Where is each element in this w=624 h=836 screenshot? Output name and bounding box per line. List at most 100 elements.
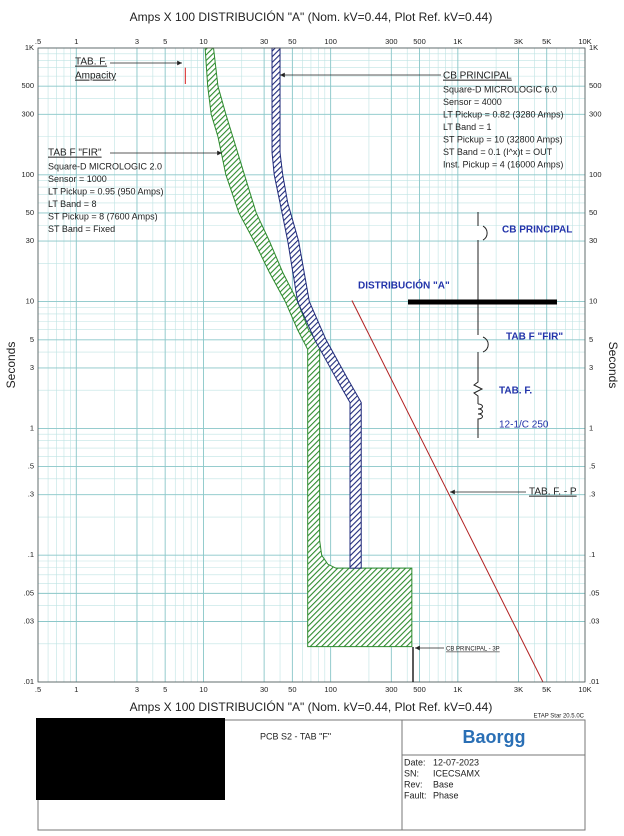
y-tick-label: 5 <box>30 335 34 344</box>
x-tick-label: 1K <box>453 37 462 46</box>
x-tick-label: 500 <box>413 685 426 694</box>
annotation-title: TAB. F. - P <box>529 487 577 498</box>
x-tick-label: 10 <box>199 37 207 46</box>
y-tick-label: 3 <box>589 363 593 372</box>
annotation-line: Sensor = 1000 <box>48 174 107 184</box>
y-tick-label: .1 <box>589 550 595 559</box>
annotation-line: ST Pickup = 8 (7600 Amps) <box>48 211 158 221</box>
annotation-line: Ampacity <box>75 71 116 82</box>
y-tick-label: 1 <box>589 423 593 432</box>
x-tick-label: 100 <box>324 37 337 46</box>
annotations: TAB. F. Ampacity CB PRINCIPAL Square-D MICR… <box>48 57 577 653</box>
annotation-title: CB PRINCIPAL - 3P <box>446 647 500 653</box>
y-tick-label: .3 <box>589 490 595 499</box>
y-tick-label: .01 <box>24 677 34 686</box>
marks <box>184 47 544 683</box>
y-tick-label: 10 <box>589 297 597 306</box>
y-tick-label: 1 <box>30 423 34 432</box>
y-tick-label: .03 <box>589 616 599 625</box>
x-tick-label: 5 <box>163 37 167 46</box>
software: ETAP Star 20.5.0C <box>534 714 585 720</box>
x-tick-label: 5K <box>542 37 551 46</box>
one-line-label: TAB F "FIR" <box>506 332 563 343</box>
annotation-line: LT Pickup = 0.95 (950 Amps) <box>48 186 163 196</box>
y-tick-label: .1 <box>28 550 34 559</box>
field-label: Fault: <box>404 790 427 800</box>
y-tick-label: .01 <box>589 677 599 686</box>
x-tick-label: 5 <box>163 685 167 694</box>
annotation-line: LT Pickup = 0.82 (3280 Amps) <box>443 109 564 119</box>
x-tick-label: 50 <box>288 685 296 694</box>
field-value: 12-07-2023 <box>433 757 479 767</box>
x-tick-label: .5 <box>35 685 41 694</box>
y-tick-label: 500 <box>589 81 602 90</box>
x-tick-label: 30 <box>260 685 268 694</box>
y-tick-label: 5 <box>589 335 593 344</box>
project: PCB S2 - TAB "F" <box>260 731 331 741</box>
x-tick-label: 10K <box>578 685 591 694</box>
y-tick-label: 100 <box>589 170 602 179</box>
annotation-line: ST Band = Fixed <box>48 224 115 234</box>
y-tick-label: 100 <box>21 170 34 179</box>
y-tick-label: 1K <box>25 43 34 52</box>
y-tick-label: .3 <box>28 490 34 499</box>
x-tick-label: 10K <box>578 37 591 46</box>
annotation-title: TAB. F. <box>75 57 107 68</box>
y-tick-label: .05 <box>589 588 599 597</box>
y-axis-title: Seconds <box>4 342 18 389</box>
annotation-title: CB PRINCIPAL <box>443 71 512 82</box>
field-label: Rev: <box>404 779 423 789</box>
one-line-label: DISTRIBUCIÓN "A" <box>358 279 450 292</box>
title-block: ETAP Star 20.5.0C PCB S2 - TAB "F" Baorg… <box>36 714 586 831</box>
x-tick-label: 300 <box>385 685 398 694</box>
curve <box>351 300 544 683</box>
y-tick-label: 1K <box>589 43 598 52</box>
cable <box>473 352 484 438</box>
breaker <box>482 336 489 353</box>
x-tick-label: 500 <box>413 37 426 46</box>
company: Baorgg <box>463 727 526 747</box>
band <box>271 47 362 569</box>
x-axis-title: Amps X 100 DISTRIBUCIÓN "A" (Nom. kV=0.4… <box>130 9 493 24</box>
breaker <box>482 225 488 241</box>
field-value: Phase <box>433 790 459 800</box>
field-value: ICECSAMX <box>433 768 480 778</box>
y-tick-label: 300 <box>589 109 602 118</box>
x-axis-title: Amps X 100 DISTRIBUCIÓN "A" (Nom. kV=0.4… <box>130 699 493 714</box>
one-line-label: TAB. F. <box>499 386 532 397</box>
y-tick-label: .5 <box>589 462 595 471</box>
x-tick-label: 3K <box>514 37 523 46</box>
annotation-line: Square-D MICROLOGIC 2.0 <box>48 161 162 171</box>
y-tick-label: 30 <box>589 236 597 245</box>
y-axis-title: Seconds <box>606 342 620 389</box>
x-tick-label: 30 <box>260 37 268 46</box>
x-tick-label: 10 <box>199 685 207 694</box>
y-tick-label: 50 <box>26 208 34 217</box>
annotation-line: ST Band = 0.1 (I^x)t = OUT <box>443 147 553 157</box>
annotation-line: Sensor = 4000 <box>443 97 502 107</box>
field-label: SN: <box>404 768 419 778</box>
band <box>204 47 413 648</box>
annotation-line: LT Band = 8 <box>48 199 96 209</box>
x-tick-label: 50 <box>288 37 296 46</box>
annotation-line: ST Pickup = 10 (32800 Amps) <box>443 134 563 144</box>
field-label: Date: <box>404 757 426 767</box>
y-tick-label: 50 <box>589 208 597 217</box>
y-tick-label: .5 <box>28 462 34 471</box>
annotation-line: LT Band = 1 <box>443 122 491 132</box>
x-tick-label: .5 <box>35 37 41 46</box>
x-tick-label: 1 <box>74 37 78 46</box>
y-tick-label: 10 <box>26 297 34 306</box>
logo-box <box>401 719 586 756</box>
x-tick-label: 3 <box>135 685 139 694</box>
x-tick-label: 1 <box>74 685 78 694</box>
y-tick-label: 3 <box>30 363 34 372</box>
y-tick-label: .05 <box>24 588 34 597</box>
x-tick-label: 3K <box>514 685 523 694</box>
one-line-diagram: CB PRINCIPAL DISTRIBUCIÓN "A" TAB F "FIR… <box>358 212 572 438</box>
redaction <box>36 718 225 800</box>
annotation-line: Square-D MICROLOGIC 6.0 <box>443 84 557 94</box>
y-tick-label: 500 <box>21 81 34 90</box>
annotation-line: Inst. Pickup = 4 (16000 Amps) <box>443 159 563 169</box>
